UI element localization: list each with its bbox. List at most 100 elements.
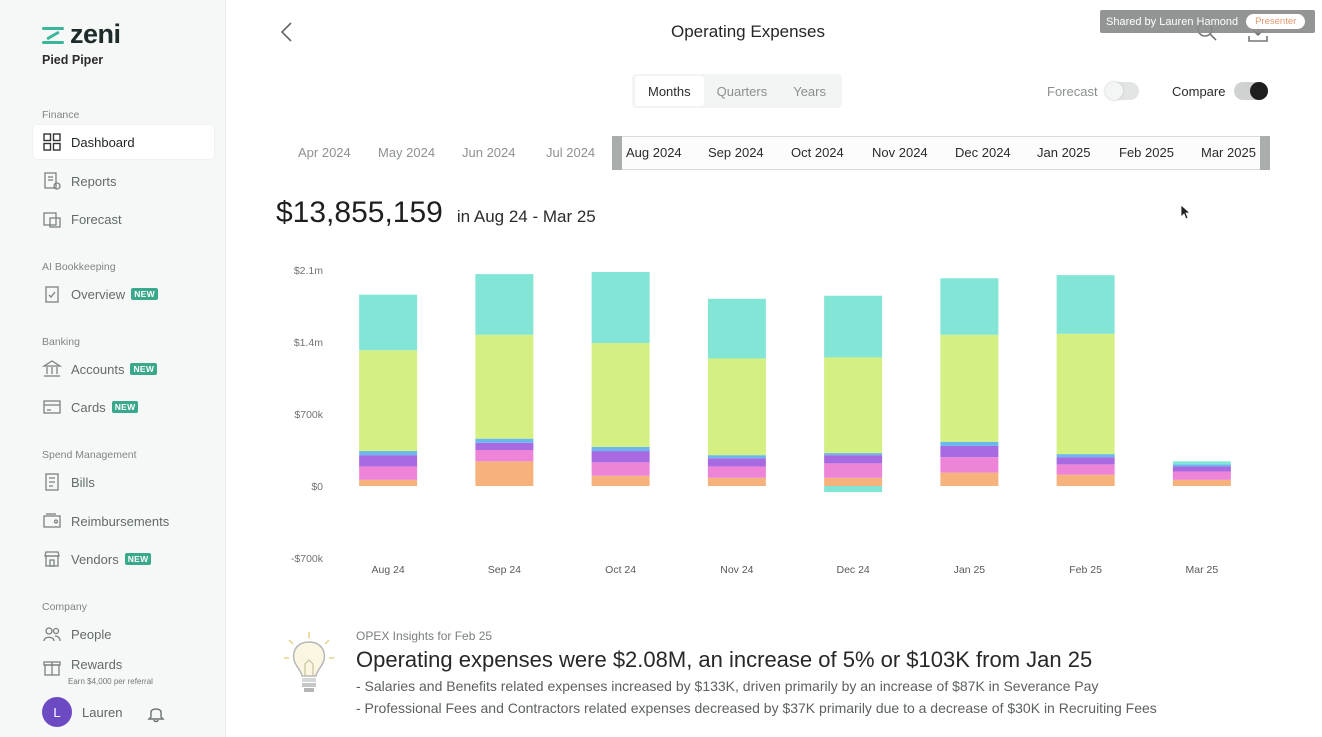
bar-segment — [1056, 474, 1115, 486]
sidebar-item-label: Overview — [71, 286, 126, 302]
tab-quarters[interactable]: Quarters — [716, 83, 768, 99]
sidebar-item-reimbursements[interactable]: Reimbursements — [33, 504, 214, 538]
bank-icon — [42, 359, 62, 379]
bar-segment — [591, 343, 650, 447]
selected-range[interactable] — [612, 136, 1270, 170]
bar-segment — [1056, 457, 1115, 465]
month-nov-2024[interactable]: Nov 2024 — [872, 145, 928, 160]
month-aug-2024[interactable]: Aug 2024 — [626, 145, 682, 160]
bar-segment — [359, 466, 418, 480]
month-mar-2025[interactable]: Mar 2025 — [1201, 145, 1256, 160]
month-jun-2024[interactable]: Jun 2024 — [462, 145, 516, 160]
month-jul-2024[interactable]: Jul 2024 — [546, 145, 596, 160]
store-icon — [42, 549, 62, 569]
brand-logo[interactable]: zeni — [42, 19, 121, 50]
y-tick-label: $0 — [311, 481, 323, 493]
sidebar-item-dashboard[interactable]: Dashboard — [33, 125, 214, 159]
x-tick-label: Aug 24 — [371, 564, 404, 576]
sidebar-item-label: Cards — [71, 399, 106, 415]
sidebar-item-vendors[interactable]: Vendors NEW — [33, 542, 214, 576]
month-range-selector: Apr 2024 May 2024 Jun 2024 Jul 2024 Aug … — [286, 136, 1270, 170]
report-icon — [42, 171, 62, 191]
total-value: $13,855,159 — [276, 196, 443, 229]
compare-label: Compare — [1172, 84, 1226, 99]
month-may-2024[interactable]: May 2024 — [378, 145, 436, 160]
avatar: L — [42, 697, 72, 727]
sidebar: zeni Pied Piper Finance Dashboard Report… — [0, 0, 226, 737]
y-tick-label: $2.1m — [294, 265, 323, 277]
bar-segment — [359, 455, 418, 467]
range-handle-end[interactable] — [1260, 136, 1270, 170]
bar-segment — [824, 453, 883, 456]
toggle-knob — [1105, 82, 1123, 100]
bar-segment — [940, 441, 999, 446]
section-bookkeeping: AI Bookkeeping — [42, 261, 116, 273]
x-tick-label: Dec 24 — [836, 564, 869, 576]
tab-months[interactable]: Months — [635, 76, 704, 106]
zeni-logo-icon — [42, 24, 64, 46]
bar-segment — [707, 298, 766, 359]
bar-segment — [824, 455, 883, 464]
section-finance: Finance — [42, 109, 80, 121]
bar-segment — [1172, 471, 1231, 480]
sidebar-item-people[interactable]: People — [33, 617, 214, 651]
bar-segment — [1056, 464, 1115, 475]
month-dec-2024[interactable]: Dec 2024 — [955, 145, 1011, 160]
bar-segment — [359, 479, 418, 486]
bar-segment — [940, 445, 999, 458]
tab-years[interactable]: Years — [793, 83, 826, 99]
x-tick-label: Oct 24 — [605, 564, 636, 576]
sidebar-item-cards[interactable]: Cards NEW — [33, 390, 214, 424]
back-button[interactable] — [277, 20, 297, 44]
bar-segment — [1172, 466, 1231, 472]
forecast-label: Forecast — [1047, 84, 1098, 99]
rewards-subtitle: Earn $4,000 per referral — [68, 677, 153, 686]
month-apr-2024[interactable]: Apr 2024 — [298, 145, 351, 160]
x-tick-label: Mar 25 — [1186, 564, 1219, 576]
bar-segment — [591, 462, 650, 476]
sidebar-item-accounts[interactable]: Accounts NEW — [33, 352, 214, 386]
range-handle-start[interactable] — [612, 136, 622, 170]
forecast-toggle[interactable] — [1105, 82, 1139, 100]
credit-card-icon — [42, 397, 62, 417]
month-sep-2024[interactable]: Sep 2024 — [708, 145, 764, 160]
sidebar-item-label: People — [71, 626, 112, 642]
bar-segment — [1172, 464, 1231, 467]
page-title: Operating Expenses — [670, 22, 826, 41]
bell-icon[interactable] — [146, 703, 166, 723]
presenter-badge: Presenter — [1246, 14, 1306, 29]
month-jan-2025[interactable]: Jan 2025 — [1037, 145, 1091, 160]
bar-segment — [940, 472, 999, 486]
section-spend: Spend Management — [42, 449, 137, 461]
month-oct-2024[interactable]: Oct 2024 — [791, 145, 844, 160]
insight-headline: Operating expenses were $2.08M, an incre… — [356, 647, 1093, 672]
sidebar-item-forecast[interactable]: Forecast — [33, 202, 214, 236]
sidebar-item-reports[interactable]: Reports — [33, 164, 214, 198]
bar-segment — [591, 272, 650, 344]
sidebar-item-overview[interactable]: Overview NEW — [33, 277, 214, 311]
compare-toggle[interactable] — [1234, 82, 1268, 100]
total-range: in Aug 24 - Mar 25 — [456, 207, 596, 226]
section-company: Company — [42, 601, 87, 613]
bar-segment — [707, 466, 766, 478]
chevron-left-icon — [280, 22, 292, 42]
bar-segment — [707, 458, 766, 467]
y-tick-label: -$700k — [291, 553, 324, 565]
opex-bar-chart: $2.1m $1.4m $700k $0 -$700k Aug 24 Sep 24 Oct 2… — [291, 265, 1231, 576]
bar-segment — [1056, 454, 1115, 458]
sidebar-item-rewards[interactable]: Rewards — [33, 650, 214, 684]
bar-segment-negative — [824, 486, 883, 493]
clipboard-icon — [42, 284, 62, 304]
period-tabs: Months Quarters Years — [632, 74, 842, 108]
bar-segment — [824, 463, 883, 478]
user-profile[interactable]: L Lauren — [42, 697, 122, 727]
sidebar-item-label: Rewards — [71, 657, 123, 672]
bar-segment — [475, 438, 534, 443]
x-tick-label: Jan 25 — [954, 564, 986, 576]
month-feb-2025[interactable]: Feb 2025 — [1119, 145, 1174, 160]
bar-segment — [1056, 275, 1115, 334]
sidebar-item-bills[interactable]: Bills — [33, 465, 214, 499]
insight-bullet: - Professional Fees and Contractors rela… — [356, 700, 1157, 716]
bar-segment — [475, 461, 534, 486]
